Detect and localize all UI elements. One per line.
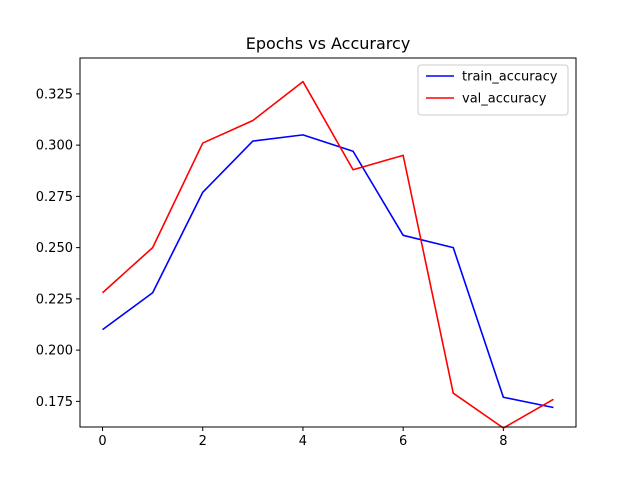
series-line-train_accuracy [102, 134, 554, 409]
y-tick-label: 0.275 [36, 190, 73, 205]
y-tick-label: 0.250 [36, 241, 73, 256]
y-tick-label: 0.175 [36, 395, 73, 410]
legend-box [417, 64, 569, 116]
x-tick-label: 6 [399, 434, 407, 449]
y-tick-label: 0.325 [36, 87, 73, 102]
x-tick-label: 0 [98, 434, 106, 449]
x-tick-label: 2 [199, 434, 207, 449]
legend: train_accuracy val_accuracy [417, 64, 569, 116]
series-line-val_accuracy [102, 80, 554, 429]
y-tick-label: 0.300 [36, 139, 73, 154]
legend-label: val_accuracy [462, 92, 547, 107]
y-tick-label: 0.200 [36, 344, 73, 359]
x-tick-label: 8 [499, 434, 507, 449]
y-axis-ticks: 0.175 0.200 0.225 0.250 0.275 0.300 0.325 [36, 87, 80, 410]
y-tick-label: 0.225 [36, 292, 73, 307]
series-lines [102, 80, 554, 429]
legend-label: train_accuracy [462, 70, 558, 85]
axes-frame [79, 57, 577, 428]
x-axis-ticks: 0 2 4 6 8 [98, 427, 507, 449]
chart-title: Epochs vs Accurarcy [246, 34, 411, 53]
x-tick-label: 4 [299, 434, 307, 449]
